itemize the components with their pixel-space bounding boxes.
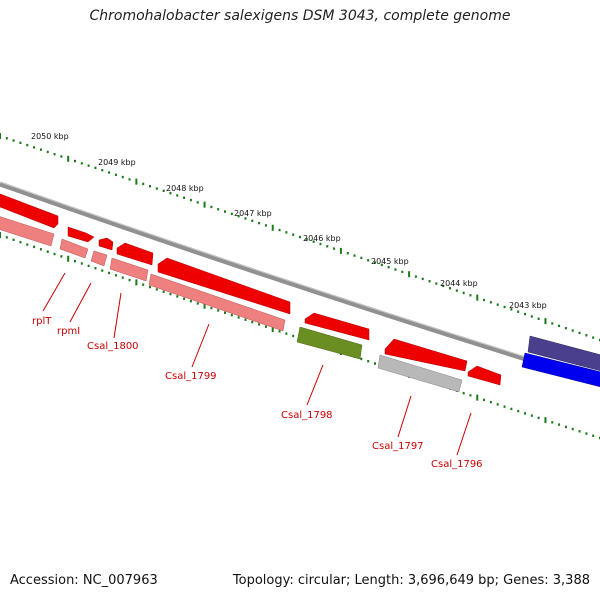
leader-rpmI	[69, 282, 92, 323]
kbp-label-2048: 2048 kbp	[166, 184, 204, 193]
reverse-strand-genes	[0, 216, 600, 393]
gene-bar-pink-4	[109, 257, 149, 282]
gene-label-Csal_1800: Csal_1800	[87, 341, 139, 352]
leader-Csal_1798	[306, 364, 324, 406]
gene-arrow-mid-1	[304, 312, 370, 341]
kbp-label-2045: 2045 kbp	[371, 257, 409, 266]
gene-label-Csal_1796: Csal_1796	[431, 459, 483, 470]
gene-bar-pink-2	[59, 238, 89, 259]
kbp-label-2047: 2047 kbp	[234, 209, 272, 218]
gene-label-rpmI: rpmI	[57, 326, 80, 337]
gene-bar-navy	[527, 335, 600, 371]
leader-rplT	[42, 272, 66, 312]
gene-bar-blue	[521, 352, 600, 387]
gene-label-Csal_1798: Csal_1798	[281, 410, 333, 421]
gene-arrow-long-1	[157, 257, 291, 315]
gene-arrow-mid-2	[384, 338, 468, 372]
gene-bar-olive	[296, 326, 363, 360]
gene-bar-pink-5	[148, 273, 286, 332]
leader-Csal_1800	[113, 292, 122, 339]
kbp-label-2046: 2046 kbp	[303, 234, 341, 243]
gene-arrow-mid-3	[467, 365, 502, 386]
gene-arrow-small-3	[116, 242, 154, 266]
accession-text: Accession: NC_007963	[10, 573, 158, 588]
gene-label-leaders	[42, 272, 472, 456]
kbp-label-2043: 2043 kbp	[509, 301, 547, 310]
gene-bar-pink-3	[90, 250, 108, 267]
genome-backbone-highlight	[0, 181, 600, 381]
gene-arrow-rplT-region	[0, 193, 59, 229]
map-title: Chromohalobacter salexigens DSM 3043, co…	[89, 8, 511, 24]
genome-stats-text: Topology: circular; Length: 3,696,649 bp…	[232, 573, 590, 588]
forward-strand-genes	[0, 193, 600, 386]
gene-label-rplT: rplT	[32, 316, 52, 327]
outer-tick-ring	[0, 133, 600, 342]
gene-arrow-small-1	[67, 226, 95, 243]
genome-backbone	[0, 181, 600, 385]
gene-arrow-small-2	[98, 237, 114, 251]
leader-Csal_1799	[191, 323, 210, 368]
gene-label-Csal_1799: Csal_1799	[165, 371, 217, 382]
kbp-label-2049: 2049 kbp	[98, 158, 136, 167]
gene-bar-gray	[377, 354, 463, 393]
kbp-label-2044: 2044 kbp	[440, 279, 478, 288]
leader-Csal_1797	[397, 395, 412, 438]
gene-bar-pink-1	[0, 216, 55, 247]
gene-label-Csal_1797: Csal_1797	[372, 441, 424, 452]
kbp-label-2050: 2050 kbp	[31, 132, 69, 141]
leader-Csal_1796	[456, 412, 472, 456]
